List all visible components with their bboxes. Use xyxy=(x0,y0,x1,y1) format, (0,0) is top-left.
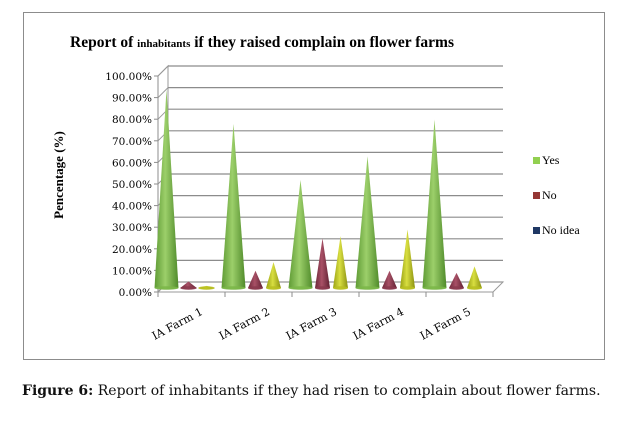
cone-base xyxy=(333,286,348,290)
cone-yes-5 xyxy=(422,119,447,290)
cone-no-1 xyxy=(180,281,197,290)
caption-label: Figure 6: xyxy=(22,383,94,399)
y-axis-label: Pencentage (%) xyxy=(51,131,66,219)
legend-swatch-no xyxy=(533,192,540,199)
cone-no-idea-2 xyxy=(266,262,281,290)
cone-base xyxy=(266,286,281,290)
cone-base xyxy=(382,286,397,290)
legend-swatch-yes xyxy=(533,157,540,164)
cone-no-idea-1 xyxy=(198,285,215,290)
cones xyxy=(154,89,482,290)
cone-body xyxy=(315,238,330,290)
chart-frame xyxy=(23,12,605,360)
y-tick-label: 40.00% xyxy=(112,201,152,213)
legend-label: No idea xyxy=(542,223,580,237)
cone-body xyxy=(467,266,482,290)
legend-item-no-idea: No idea xyxy=(533,222,580,239)
y-tick-label: 30.00% xyxy=(112,222,152,234)
cone-body xyxy=(221,123,246,290)
chart-title: Report of inhabitants if they raised com… xyxy=(70,34,454,52)
cone-body xyxy=(154,89,179,290)
cone-body xyxy=(422,119,447,290)
y-tick-label: 10.00% xyxy=(112,265,152,277)
x-tick-label: IA Farm 2 xyxy=(217,305,272,342)
legend-label: Yes xyxy=(542,153,560,167)
cone-yes-2 xyxy=(221,123,246,290)
caption-text: Report of inhabitants if they had risen … xyxy=(93,383,601,399)
cone-yes-1 xyxy=(154,89,179,290)
cone-body xyxy=(449,272,464,290)
cone-base xyxy=(400,286,415,290)
cone-base xyxy=(449,286,464,290)
x-tick-label: IA Farm 5 xyxy=(418,305,473,342)
gridline-depth xyxy=(157,65,169,77)
y-tick-label: 60.00% xyxy=(112,157,152,169)
cone-no-5 xyxy=(449,272,464,290)
legend-swatch-no-idea xyxy=(533,227,540,234)
y-tick-label: 70.00% xyxy=(112,136,152,148)
legend: Yes No No idea xyxy=(533,152,580,257)
cone-body xyxy=(400,229,415,290)
cone-base xyxy=(467,286,482,290)
title-part: if they raised complain on flower farms xyxy=(190,34,454,51)
cone-base xyxy=(154,286,179,290)
y-tick-label: 90.00% xyxy=(112,93,152,105)
legend-label: No xyxy=(542,188,557,202)
cone-no-4 xyxy=(382,270,397,290)
cone-base xyxy=(315,286,330,290)
cone-base xyxy=(288,286,313,290)
cone-no-idea-3 xyxy=(333,236,348,290)
cone-no-idea-5 xyxy=(467,266,482,290)
legend-item-no: No xyxy=(533,187,580,204)
gridline-depth xyxy=(157,87,169,98)
cone-base xyxy=(180,286,197,290)
legend-item-yes: Yes xyxy=(533,152,580,169)
cone-body xyxy=(248,270,263,290)
x-tick-label: IA Farm 4 xyxy=(351,305,406,342)
cone-base xyxy=(248,286,263,290)
y-tick-label: 20.00% xyxy=(112,244,152,256)
figure-caption: Figure 6: Report of inhabitants if they … xyxy=(22,381,612,401)
cone-body xyxy=(333,236,348,290)
title-part-small: inhabitants xyxy=(137,38,191,50)
y-tick-label: 100.00% xyxy=(105,71,152,83)
cone-no-idea-4 xyxy=(400,229,415,290)
cone-base xyxy=(221,286,246,290)
cone-body xyxy=(266,262,281,290)
cone-body xyxy=(382,270,397,290)
cone-yes-3 xyxy=(288,180,313,290)
cone-no-3 xyxy=(315,238,330,290)
cone-no-2 xyxy=(248,270,263,290)
cone-base xyxy=(198,286,215,290)
y-tick-label: 0.00% xyxy=(119,287,152,299)
x-tick-label: IA Farm 3 xyxy=(284,305,339,342)
cone-yes-4 xyxy=(355,156,380,290)
cone-body xyxy=(355,156,380,290)
y-tick-label: 50.00% xyxy=(112,179,152,191)
cone-base xyxy=(355,286,380,290)
y-tick-label: 80.00% xyxy=(112,114,152,126)
x-tick-label: IA Farm 1 xyxy=(150,305,205,342)
cone-base xyxy=(422,286,447,290)
title-part: Report of xyxy=(70,34,138,51)
cone-body xyxy=(288,180,313,290)
